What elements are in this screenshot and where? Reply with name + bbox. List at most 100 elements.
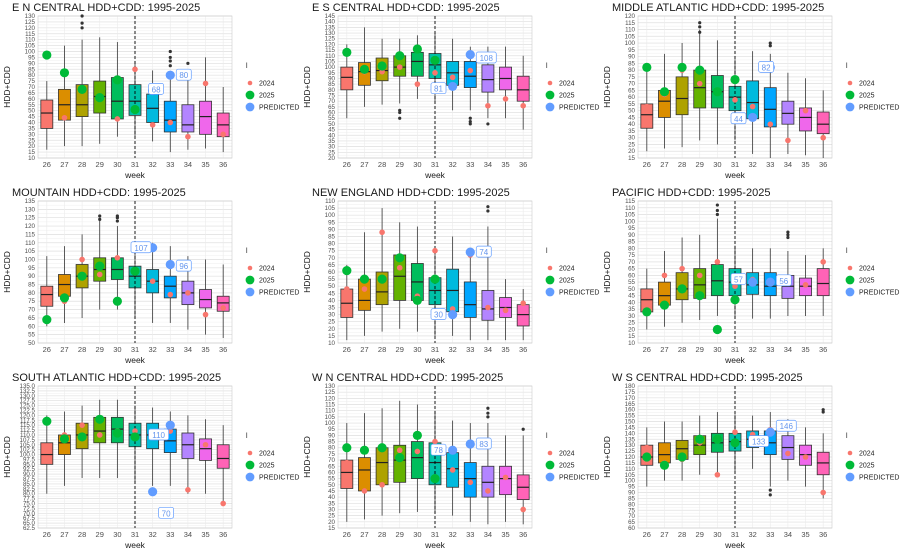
- outlier-point: [698, 25, 702, 29]
- y-tick-label: 125: [325, 36, 336, 43]
- y-tick-label: 45: [328, 127, 335, 134]
- chart-svg: 1520253035404550556065707580859095100105…: [302, 372, 599, 550]
- point-2024: [732, 283, 738, 289]
- y-tick-label: 65: [628, 266, 635, 273]
- y-tick-label: 115: [625, 198, 635, 205]
- box-body: [816, 111, 830, 135]
- box-body: [781, 100, 795, 125]
- y-tick-label: 105.0: [20, 442, 36, 449]
- x-tick-label: 33: [466, 160, 474, 169]
- point-2024: [520, 102, 526, 109]
- point-2025: [412, 430, 422, 440]
- y-tick-label: 45: [328, 488, 335, 495]
- y-tick-label: 100: [25, 49, 36, 56]
- y-tick-label: 105: [625, 472, 636, 479]
- point-2024: [520, 300, 526, 307]
- y-tick-label: 65: [328, 262, 335, 269]
- chart-svg: 1520253035404550556065707580859095100105…: [602, 2, 899, 180]
- x-tick-label: 30: [113, 345, 121, 354]
- y-tick-label: 80: [328, 241, 335, 248]
- predicted-label: 78: [430, 443, 447, 456]
- point-2024: [661, 272, 668, 279]
- legend-label: PREDICTED: [859, 105, 899, 112]
- predicted-label: 68: [148, 83, 164, 95]
- box-body: [410, 441, 424, 480]
- chart-panel: 20 25 30 35 40 45 50 55 60 65 70 75 80 85 90 95 100 105 11…: [300, 0, 599, 180]
- predicted-label-text: 133: [752, 438, 766, 447]
- x-tick-label: 36: [219, 530, 227, 539]
- legend-key-2025: [245, 275, 255, 285]
- x-tick-label: 29: [696, 530, 704, 539]
- predicted-label-text: 108: [480, 54, 494, 63]
- predicted-label-box: [130, 241, 152, 254]
- x-tick-label: 35: [501, 160, 509, 169]
- y-tick-label: 35: [328, 305, 335, 312]
- point-2024: [132, 66, 138, 73]
- x-tick-label: 29: [96, 160, 104, 169]
- y-tick-label: 25: [28, 137, 35, 144]
- y-tick-label: 75: [28, 78, 35, 85]
- y-tick-label: 35: [628, 306, 635, 313]
- chart-title: E N CENTRAL HDD+CDD: 1995-2025: [12, 2, 200, 14]
- legend-key-predicted: [545, 287, 555, 297]
- outlier-point: [486, 205, 490, 209]
- legend: l 2024 2025 PREDICTED: [845, 433, 899, 482]
- point-2024: [220, 500, 226, 507]
- x-tick-label: 29: [396, 345, 404, 354]
- box-week-26: [340, 264, 354, 341]
- point-2024: [396, 264, 403, 271]
- y-tick-label: 75: [628, 252, 635, 259]
- predicted-label-text: 44: [734, 115, 743, 124]
- y-tick-label: 125: [625, 448, 636, 455]
- x-tick-label: 35: [501, 345, 509, 354]
- chart-panel: 10 15 20 25 30 35 40 45 50 55 60 65 70 75 80 85 90 95 100 1…: [0, 0, 299, 180]
- legend-title: l: [246, 433, 248, 440]
- point-2024: [414, 448, 421, 455]
- y-tick-label: 90: [28, 60, 35, 67]
- y-tick-label: 20: [328, 519, 335, 526]
- predicted-label: 108: [475, 51, 497, 64]
- y-tick-label: 10: [328, 340, 335, 347]
- legend-label: 2025: [259, 463, 275, 470]
- y-tick-label: 115: [625, 460, 635, 467]
- box-body: [181, 432, 195, 459]
- y-tick-label: 30: [328, 506, 335, 513]
- y-tick-label: 115.0: [20, 422, 36, 429]
- point-predicted: [765, 277, 775, 287]
- point-2024: [820, 259, 826, 265]
- point-2025: [95, 414, 105, 424]
- predicted-label-text: 107: [134, 244, 148, 253]
- x-tick-label: 29: [396, 530, 404, 539]
- y-axis-label: HDD+CDD: [302, 436, 312, 478]
- x-tick-label: 27: [360, 530, 368, 539]
- x-tick-label: 28: [678, 160, 686, 169]
- legend-key-predicted: [845, 102, 855, 112]
- y-tick-label: 112.5: [20, 427, 36, 434]
- point-predicted: [165, 70, 175, 80]
- x-tick-label: 29: [696, 345, 704, 354]
- y-tick-label: 15: [628, 333, 635, 340]
- legend: l 2024 2025 PREDICTED: [245, 63, 299, 112]
- x-tick-label: 27: [360, 345, 368, 354]
- outlier-point: [168, 59, 172, 63]
- y-tick-label: 117.5: [20, 417, 36, 424]
- legend-title: l: [846, 63, 848, 70]
- box-body: [358, 457, 371, 492]
- y-tick-label: 45: [628, 114, 635, 121]
- x-tick-label: 28: [678, 345, 686, 354]
- outlier-point: [786, 235, 790, 240]
- y-tick-label: 130: [25, 13, 36, 20]
- x-tick-label: 28: [378, 160, 386, 169]
- box-body: [481, 64, 495, 93]
- x-tick-label: 31: [731, 345, 739, 354]
- y-tick-label: 110: [25, 240, 35, 247]
- outlier-point: [468, 122, 472, 126]
- y-tick-label: 15: [328, 525, 335, 532]
- outlier-point: [768, 44, 772, 48]
- x-tick-label: 30: [413, 530, 421, 539]
- point-2024: [344, 286, 350, 292]
- x-tick-label: 30: [713, 530, 721, 539]
- point-2024: [696, 272, 703, 279]
- y-tick-label: 110: [325, 408, 335, 415]
- predicted-label-box: [475, 245, 492, 258]
